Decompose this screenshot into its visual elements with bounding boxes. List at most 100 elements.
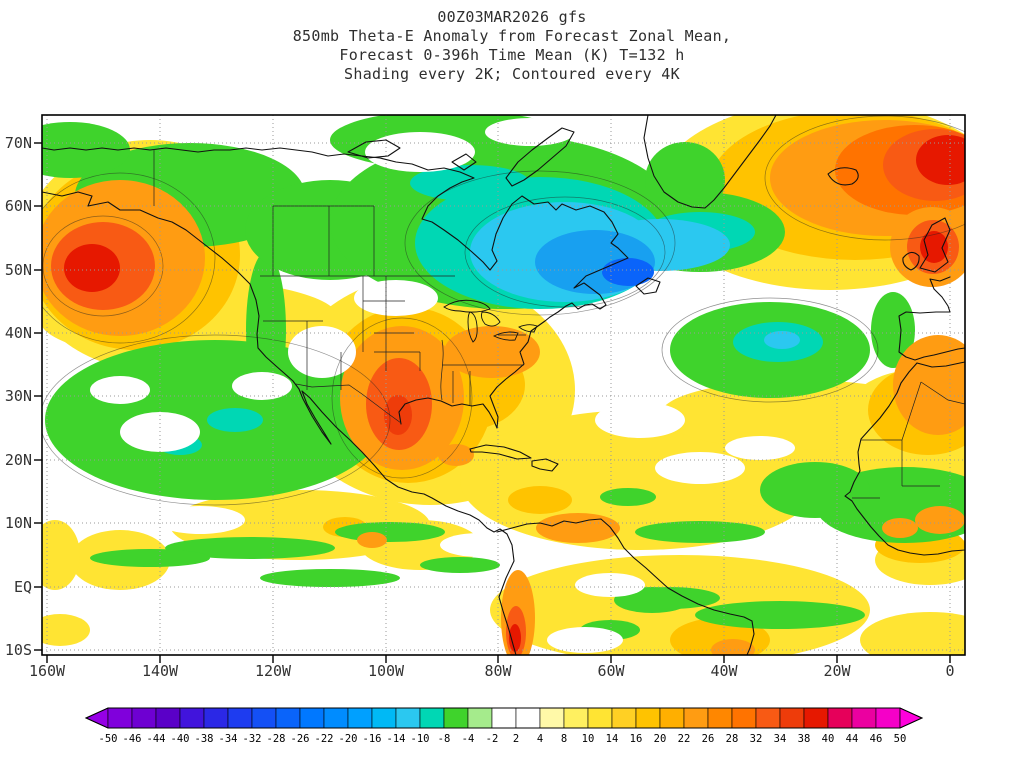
- colorbar-tick-label: 38: [798, 733, 811, 745]
- colorbar-tick-label: -46: [123, 733, 142, 745]
- colorbar-cell: [731, 707, 757, 729]
- colorbar-cell: [779, 707, 805, 729]
- colorbar-tick-label: 46: [870, 733, 883, 745]
- colorbar-cell: [611, 707, 637, 729]
- colorbar-tick-label: 10: [582, 733, 595, 745]
- colorbar-tick-label: 16: [630, 733, 643, 745]
- colorbar-cell: [587, 707, 613, 729]
- colorbar-cell: [827, 707, 853, 729]
- colorbar-cell: [203, 707, 229, 729]
- lat-label: 30N: [5, 387, 32, 405]
- title-line-variable: 850mb Theta-E Anomaly from Forecast Zona…: [292, 27, 732, 45]
- colorbar-tick-label: 20: [654, 733, 667, 745]
- lon-label: 60W: [597, 662, 625, 680]
- colorbar-cell: [683, 707, 709, 729]
- colorbar-tick-label: 50: [894, 733, 907, 745]
- colorbar-tick-label: 2: [513, 733, 519, 745]
- colorbar-tick-label: 22: [678, 733, 691, 745]
- lat-label: 70N: [5, 134, 32, 152]
- colorbar-tick-label: -14: [387, 733, 406, 745]
- colorbar-tick-label: 44: [846, 733, 859, 745]
- title-line-model-run: 00Z03MAR2026 gfs: [437, 8, 587, 26]
- coastlines: [42, 115, 965, 655]
- colorbar-cell: [491, 707, 517, 729]
- colorbar-cell: [179, 707, 205, 729]
- colorbar-cell: [419, 707, 445, 729]
- lat-label: 10S: [5, 641, 32, 659]
- colorbar-cell: [395, 707, 421, 729]
- colorbar-tick-label: -32: [243, 733, 262, 745]
- colorbar-cell: [131, 707, 157, 729]
- colorbar-cell: [635, 707, 661, 729]
- lon-label: 0: [945, 662, 954, 680]
- figure-title-block: 00Z03MAR2026 gfs 850mb Theta-E Anomaly f…: [0, 8, 1024, 84]
- colorbar-tick-labels: -50 -46 -44 -40 -38 -34 -32 -28 -26 -22 -20 -16 -14-…: [99, 733, 907, 745]
- lat-label: EQ: [14, 578, 32, 596]
- colorbar-tick-label: -26: [291, 733, 310, 745]
- lat-label: 40N: [5, 324, 32, 342]
- colorbar-cell: [707, 707, 733, 729]
- lon-label: 20W: [823, 662, 851, 680]
- title-line-forecast: Forecast 0-396h Time Mean (K) T=132 h: [339, 46, 685, 64]
- colorbar-tick-label: 40: [822, 733, 835, 745]
- colorbar-tick-label: 28: [726, 733, 739, 745]
- colorbar-tick-label: -38: [195, 733, 214, 745]
- colorbar-tick-label: -28: [267, 733, 286, 745]
- colorbar-left-arrow: [85, 707, 109, 729]
- lon-label: 80W: [484, 662, 512, 680]
- colorbar-cell: [227, 707, 253, 729]
- colorbar-tick-label: -8: [438, 733, 451, 745]
- lon-label: 100W: [368, 662, 405, 680]
- axis-ticks: [34, 142, 951, 663]
- colorbar-cell: [467, 707, 493, 729]
- colorbar-cell: [443, 707, 469, 729]
- colorbar-cell: [755, 707, 781, 729]
- colorbar-tick-label: -2: [486, 733, 499, 745]
- lat-label: 10N: [5, 514, 32, 532]
- colorbar-cell: [875, 707, 901, 729]
- colorbar-tick-label: -4: [462, 733, 475, 745]
- colorbar-cell: [275, 707, 301, 729]
- colorbar-cell: [659, 707, 685, 729]
- colorbar: [84, 707, 924, 729]
- theta-e-contours: [42, 115, 965, 506]
- lon-label: 160W: [29, 662, 66, 680]
- lat-label: 20N: [5, 451, 32, 469]
- colorbar-cell: [539, 707, 565, 729]
- colorbar-tick-label: -10: [411, 733, 430, 745]
- colorbar-tick-label: 34: [774, 733, 787, 745]
- colorbar-cell: [107, 707, 133, 729]
- latitude-axis-labels: 70N 60N 50N 40N 30N 20N 10N EQ 10S: [5, 134, 32, 659]
- longitude-axis-labels: 160W 140W 120W 100W 80W 60W 40W 20W 0: [29, 662, 955, 680]
- colorbar-cell: [803, 707, 829, 729]
- political-borders: [153, 149, 965, 499]
- lon-label: 140W: [142, 662, 179, 680]
- colorbar-tick-label: 4: [537, 733, 543, 745]
- colorbar-tick-label: -16: [363, 733, 382, 745]
- colorbar-cell: [851, 707, 877, 729]
- colorbar-tick-label: -44: [147, 733, 166, 745]
- colorbar-cell: [347, 707, 373, 729]
- colorbar-cell: [515, 707, 541, 729]
- lat-label: 50N: [5, 261, 32, 279]
- lat-label: 60N: [5, 197, 32, 215]
- colorbar-cell: [371, 707, 397, 729]
- colorbar-cell: [563, 707, 589, 729]
- colorbar-tick-label: 32: [750, 733, 763, 745]
- colorbar-tick-label: -22: [315, 733, 334, 745]
- colorbar-tick-label: 8: [561, 733, 567, 745]
- colorbar-cell: [251, 707, 277, 729]
- colorbar-tick-label: -34: [219, 733, 238, 745]
- colorbar-cell: [155, 707, 181, 729]
- colorbar-cell: [323, 707, 349, 729]
- title-line-shading: Shading every 2K; Contoured every 4K: [344, 65, 680, 83]
- colorbar-tick-label: -20: [339, 733, 358, 745]
- anomaly-shading-field: [42, 115, 965, 655]
- lon-label: 120W: [255, 662, 292, 680]
- colorbar-tick-label: 14: [606, 733, 619, 745]
- colorbar-right-arrow: [899, 707, 923, 729]
- colorbar-cell: [299, 707, 325, 729]
- colorbar-tick-label: -40: [171, 733, 190, 745]
- colorbar-tick-label: -50: [99, 733, 118, 745]
